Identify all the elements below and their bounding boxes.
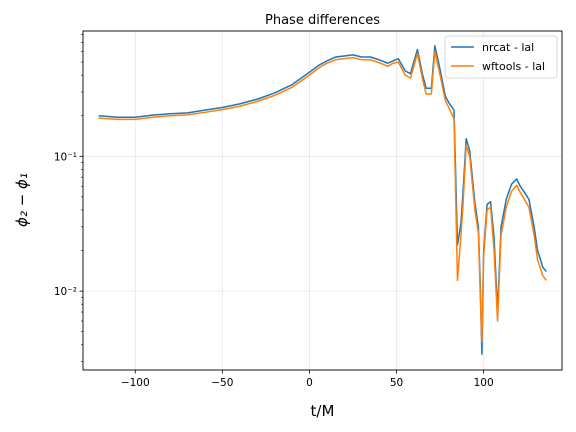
y-tick-label: 10⁻² — [54, 286, 77, 298]
x-tick-label: −50 — [211, 377, 233, 389]
chart-title: Phase differences — [265, 13, 380, 28]
y-axis-ticks: 10⁻¹ 10⁻² — [54, 34, 83, 362]
x-axis-ticks: −100 −50 0 50 100 — [121, 370, 494, 389]
y-tick-label: 10⁻¹ — [54, 151, 77, 163]
legend-label-nrcat: nrcat - lal — [482, 41, 534, 54]
series-lines — [98, 45, 547, 356]
x-tick-label: 0 — [306, 377, 313, 389]
x-tick-label: 50 — [390, 377, 403, 389]
series-line-wftools — [98, 50, 547, 343]
plot-frame — [82, 30, 563, 371]
x-axis-label: t/M — [311, 402, 335, 420]
grid — [83, 31, 562, 370]
legend: nrcat - lal wftools - lal — [444, 35, 558, 79]
x-tick-label: −100 — [121, 377, 150, 389]
legend-label-wftools: wftools - lal — [482, 60, 545, 73]
x-tick-label: 100 — [474, 377, 494, 389]
y-axis-label: ϕ₂ − ϕ₁ — [13, 173, 31, 227]
